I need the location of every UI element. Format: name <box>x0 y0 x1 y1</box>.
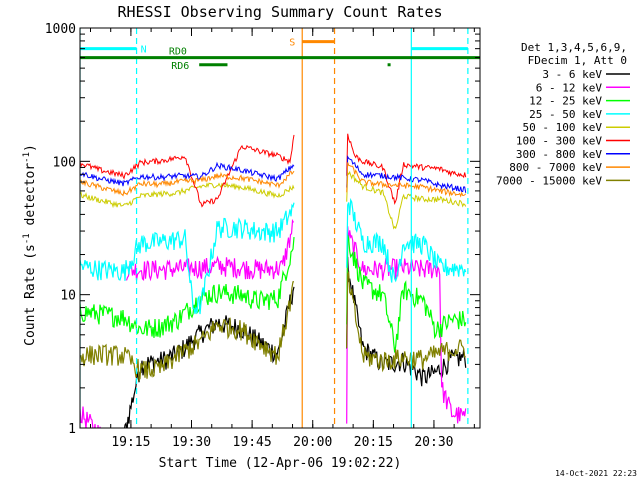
legend-label: 800 - 7000 keV <box>509 161 602 174</box>
series-300-800keV <box>80 154 467 193</box>
decimation-dot <box>387 63 391 67</box>
series-line <box>80 181 295 209</box>
series-50-100keV <box>80 170 467 230</box>
y-tick-label: 10 <box>60 289 76 304</box>
chart-title: RHESSI Observing Summary Count Rates <box>117 3 442 21</box>
x-tick-label: 20:15 <box>354 435 393 450</box>
series-line <box>80 202 295 315</box>
y-tick-label: 1 <box>68 422 76 437</box>
plot-clip-group <box>80 28 480 428</box>
series-7000-15000keV <box>80 270 466 383</box>
rd0-label: RD0 <box>169 47 187 58</box>
rd6-label: RD6 <box>171 61 189 72</box>
legend-header-detectors: Det 1,3,4,5,6,9, <box>521 41 627 54</box>
legend-label: 25 - 50 keV <box>529 108 602 121</box>
series-line <box>80 134 295 208</box>
legend-label: 3 - 6 keV <box>542 68 602 81</box>
series-line <box>346 234 467 353</box>
series-line <box>346 226 467 424</box>
series-line <box>346 270 466 373</box>
y-tick-label: 1000 <box>45 22 76 37</box>
plot-frame <box>79 27 481 429</box>
night-label: N <box>141 45 147 56</box>
series-12-25keV <box>80 234 467 353</box>
legend-label: 12 - 25 keV <box>529 95 602 108</box>
series-6-12keV <box>80 218 467 428</box>
x-tick-label: 19:30 <box>172 435 211 450</box>
series-800-7000keV <box>80 162 467 198</box>
x-tick-label: 19:45 <box>233 435 272 450</box>
series-line <box>346 154 467 193</box>
saa-label: S <box>289 38 295 49</box>
legend-label: 6 - 12 keV <box>536 81 603 94</box>
series-25-50keV <box>80 197 467 315</box>
plot-area: N S RD0 RD6 <box>80 28 480 428</box>
series-100-300keV <box>80 133 467 208</box>
series-3-6keV <box>124 256 467 428</box>
series-line <box>346 197 467 283</box>
legend: Det 1,3,4,5,6,9, FDecim 1, Att 0 3 - 6 k… <box>496 41 630 187</box>
legend-label: 50 - 100 keV <box>523 121 603 134</box>
x-tick-label: 20:00 <box>293 435 332 450</box>
series-line <box>80 406 101 428</box>
series-line <box>80 281 295 383</box>
series-line <box>346 256 467 387</box>
series-line <box>124 286 295 428</box>
y-tick-label: 100 <box>53 155 76 170</box>
legend-label: 300 - 800 keV <box>516 148 602 161</box>
series-line <box>346 162 467 198</box>
y-axis-label: Count Rate (s-1 detector-1) <box>22 144 38 346</box>
legend-label: 7000 - 15000 keV <box>496 174 602 187</box>
series-line <box>80 170 295 197</box>
series-line <box>80 161 295 187</box>
series-line <box>346 133 467 205</box>
series-line <box>80 237 295 338</box>
legend-header-decimation: FDecim 1, Att 0 <box>528 54 627 67</box>
x-tick-label: 20:30 <box>414 435 453 450</box>
series-line <box>346 170 467 230</box>
legend-label: 100 - 300 keV <box>516 135 602 148</box>
x-axis-label: Start Time (12-Apr-06 19:02:22) <box>159 456 402 471</box>
timestamp: 14-Oct-2021 22:23 <box>555 469 637 478</box>
axes: 19:15 19:30 19:45 20:00 20:15 20:30 1000 100 10 1 <box>45 22 481 450</box>
x-tick-label: 19:15 <box>111 435 150 450</box>
